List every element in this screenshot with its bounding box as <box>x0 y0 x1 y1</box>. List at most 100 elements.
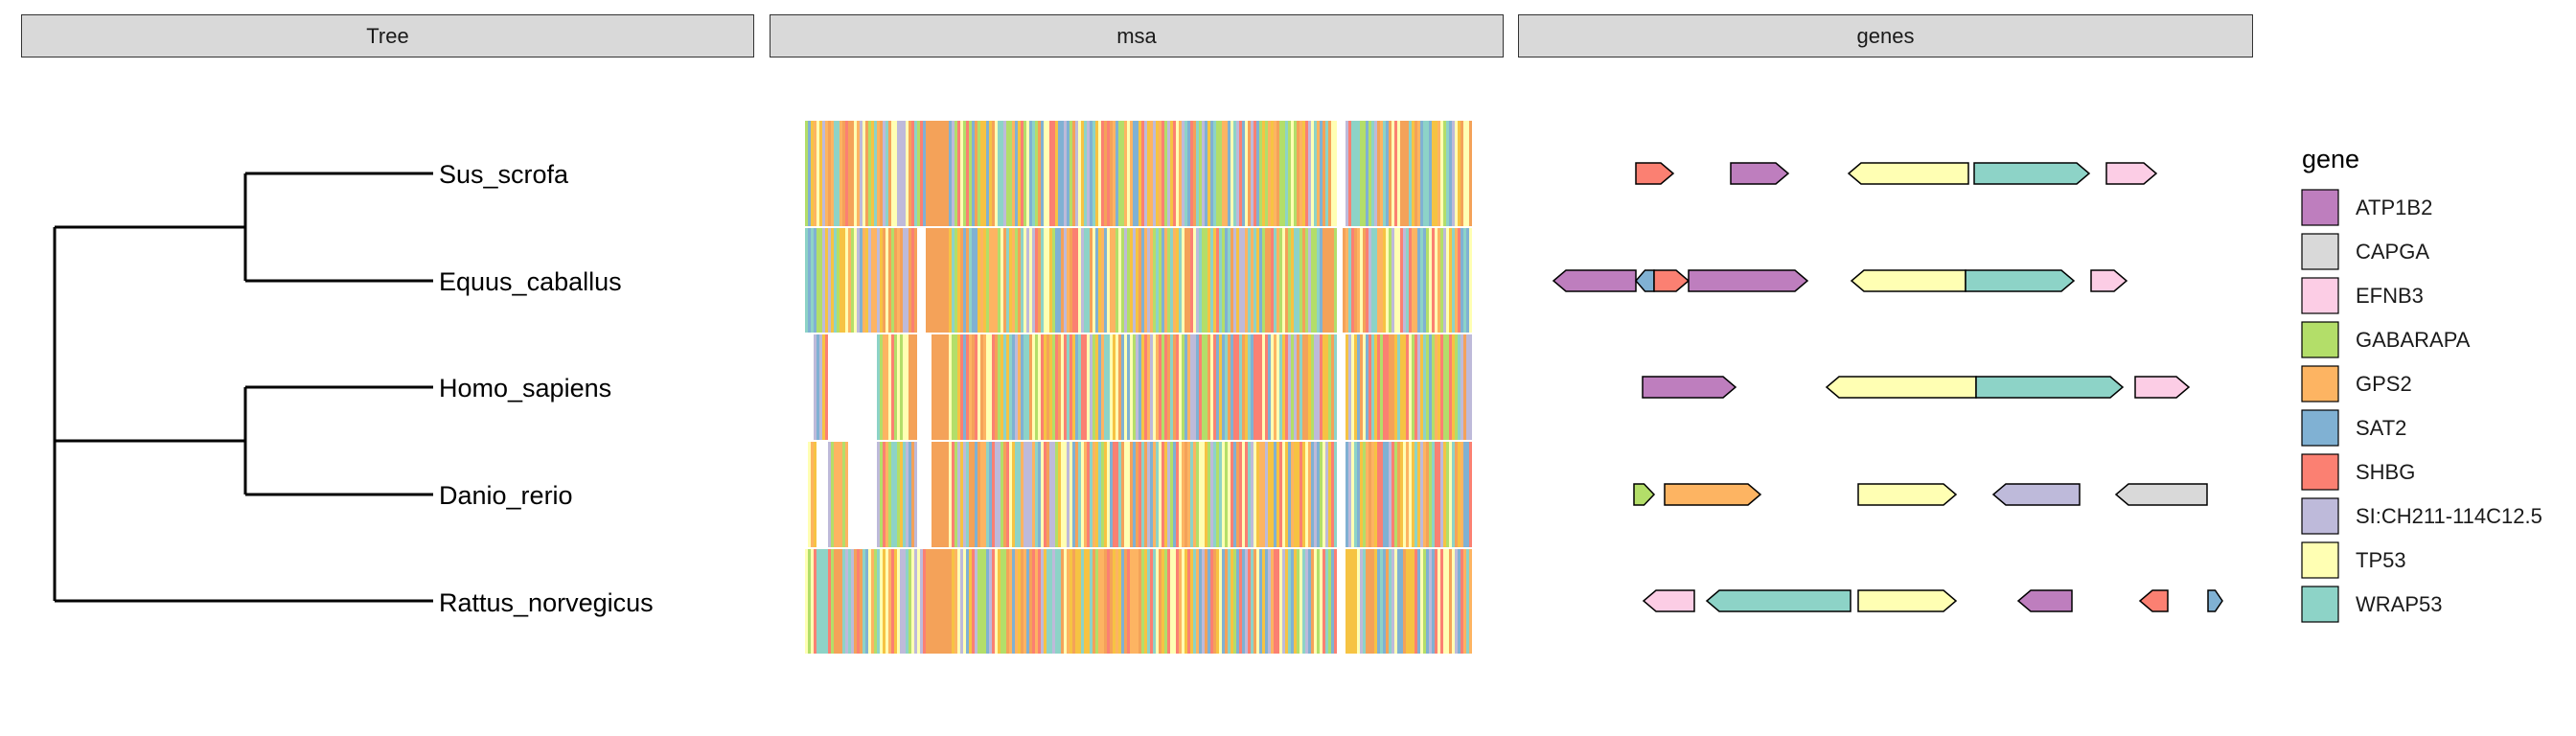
msa-cell <box>1268 334 1271 440</box>
tip-label-danio-rerio: Danio_rerio <box>439 481 573 510</box>
msa-cell <box>1052 121 1055 226</box>
msa-cell <box>960 121 963 226</box>
msa-cell <box>1285 334 1288 440</box>
msa-cell <box>1300 228 1302 333</box>
msa-cell <box>1320 442 1322 547</box>
msa-cell <box>1081 442 1084 547</box>
msa-cell <box>1141 121 1144 226</box>
msa-cell <box>1254 334 1256 440</box>
msa-cell <box>1233 121 1236 226</box>
msa-cell <box>1167 334 1170 440</box>
msa-cell <box>1147 442 1150 547</box>
gene-arrow-shbg <box>1635 162 1675 185</box>
msa-cell <box>842 442 845 547</box>
msa-cell <box>862 121 865 226</box>
msa-cell <box>1127 121 1130 226</box>
msa-cell <box>1055 228 1058 333</box>
msa-cell <box>880 549 883 654</box>
msa-cell <box>1009 442 1012 547</box>
msa-cell <box>1311 442 1314 547</box>
msa-cell <box>840 228 842 333</box>
msa-cell <box>1173 228 1176 333</box>
msa-cell <box>888 442 891 547</box>
gene-arrow-tp53 <box>1857 483 1958 506</box>
msa-cell <box>995 549 998 654</box>
msa-cell <box>914 121 917 226</box>
msa-cell <box>837 228 840 333</box>
msa-cell <box>1000 228 1003 333</box>
gene-legend: gene ATP1B2 CAPGA EFNB3 GABARAPA GPS2 SAT2 SHB… <box>2301 145 2542 623</box>
msa-cell <box>1397 228 1400 333</box>
msa-cell <box>1271 334 1274 440</box>
msa-cell <box>1322 228 1325 333</box>
msa-cell <box>1357 442 1360 547</box>
msa-cell <box>914 228 917 333</box>
msa-cell <box>908 121 911 226</box>
msa-cell <box>848 121 851 226</box>
msa-cell <box>1121 334 1124 440</box>
msa-cell <box>1400 442 1403 547</box>
msa-cell <box>1435 228 1438 333</box>
msa-cell <box>900 121 903 226</box>
msa-cell <box>1118 442 1121 547</box>
msa-cell <box>1230 442 1233 547</box>
msa-cell <box>1184 228 1187 333</box>
msa-cell <box>1443 121 1446 226</box>
msa-cell <box>871 549 874 654</box>
msa-cell <box>1334 549 1337 654</box>
gene-arrow-wrap53 <box>1705 589 1852 612</box>
msa-cell <box>954 121 957 226</box>
msa-cell <box>1346 442 1348 547</box>
msa-cell <box>1452 442 1455 547</box>
msa-cell <box>1064 228 1067 333</box>
msa-cell <box>983 228 986 333</box>
msa-cell <box>917 121 920 226</box>
msa-cell <box>1466 442 1469 547</box>
msa-cell <box>1193 334 1196 440</box>
msa-cell <box>1026 442 1029 547</box>
msa-cell <box>926 121 929 226</box>
msa-cell <box>1265 334 1268 440</box>
msa-cell <box>1322 334 1325 440</box>
msa-cell <box>1202 549 1205 654</box>
msa-cell <box>886 334 888 440</box>
msa-cell <box>1170 549 1173 654</box>
msa-cell <box>1440 442 1443 547</box>
msa-cell <box>954 549 957 654</box>
msa-cell <box>1455 228 1458 333</box>
msa-cell <box>1210 442 1213 547</box>
msa-cell <box>1133 228 1136 333</box>
msa-cell <box>969 228 972 333</box>
msa-cell <box>1279 442 1282 547</box>
msa-cell <box>1348 121 1351 226</box>
msa-cell <box>880 334 883 440</box>
msa-cell <box>911 549 914 654</box>
msa-cell <box>860 549 862 654</box>
msa-cell <box>1305 121 1308 226</box>
msa-cell <box>1409 121 1412 226</box>
msa-cell <box>986 228 989 333</box>
msa-cell <box>1095 442 1098 547</box>
msa-cell <box>1032 442 1035 547</box>
msa-cell <box>1021 334 1024 440</box>
msa-cell <box>1328 334 1331 440</box>
msa-cell <box>1429 549 1432 654</box>
msa-cell <box>1153 549 1156 654</box>
msa-cell <box>1230 334 1233 440</box>
legend-swatch <box>2301 497 2339 535</box>
msa-cell <box>897 228 900 333</box>
msa-cell <box>1262 228 1265 333</box>
msa-cell <box>1317 228 1320 333</box>
msa-cell <box>1348 549 1351 654</box>
msa-cell <box>906 121 908 226</box>
msa-cell <box>1423 442 1426 547</box>
msa-cell <box>1360 334 1363 440</box>
msa-cell <box>1291 121 1294 226</box>
msa-cell <box>1331 442 1334 547</box>
msa-cell <box>1024 121 1026 226</box>
legend-label: SHBG <box>2356 460 2415 484</box>
msa-cell <box>808 442 811 547</box>
msa-cell <box>983 549 986 654</box>
gene-arrow-tp53 <box>1825 376 1977 399</box>
msa-cell <box>980 334 983 440</box>
